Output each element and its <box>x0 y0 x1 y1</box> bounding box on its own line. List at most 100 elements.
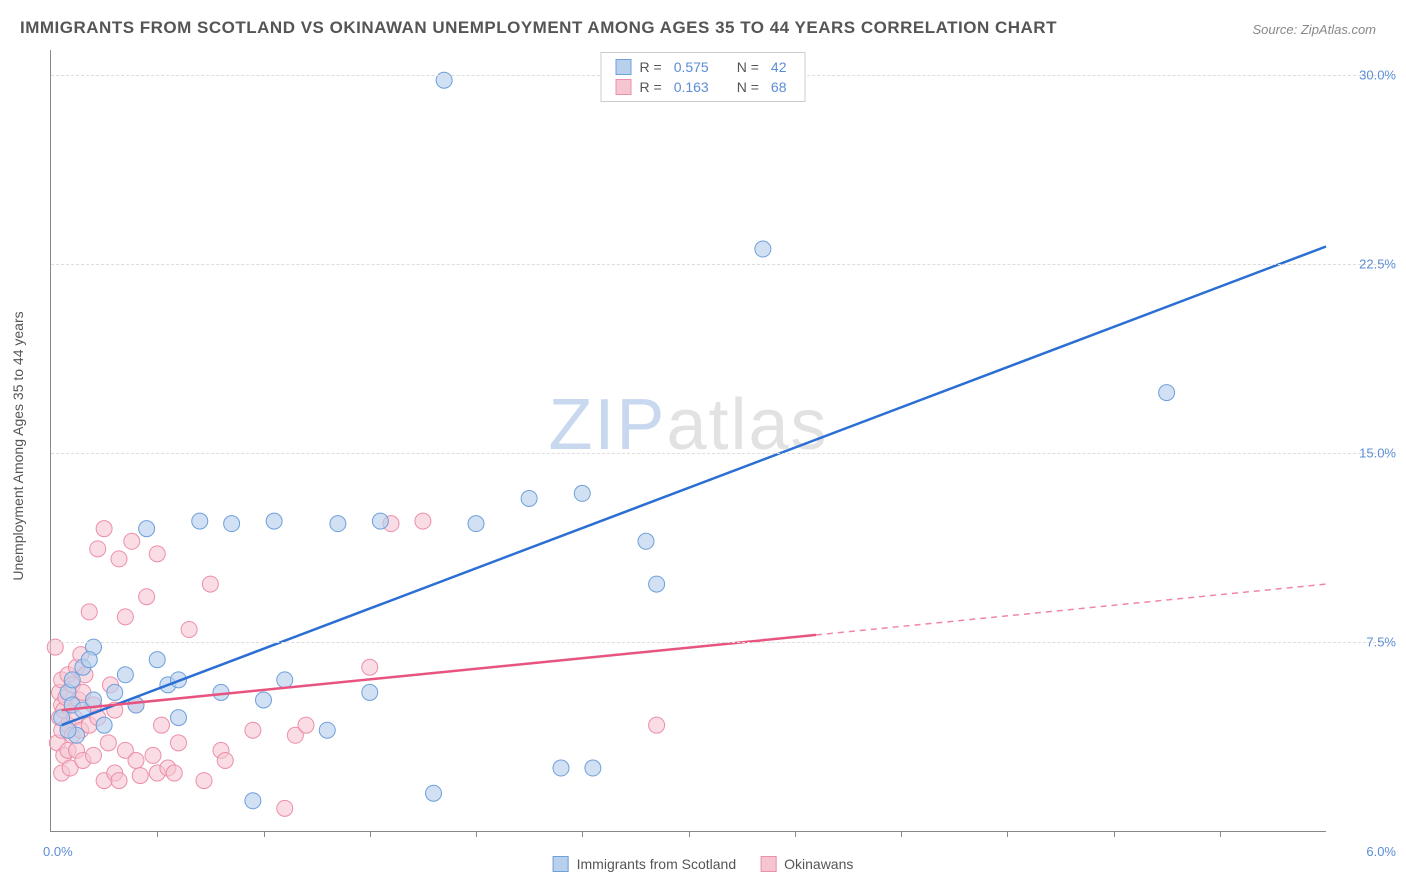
scatter-point <box>649 576 665 592</box>
scatter-point <box>362 684 378 700</box>
x-axis-min-label: 0.0% <box>43 844 73 859</box>
swatch-scotland <box>616 59 632 75</box>
scatter-point <box>638 533 654 549</box>
x-tick <box>157 831 158 837</box>
y-tick-label: 7.5% <box>1336 635 1396 650</box>
scatter-point <box>81 604 97 620</box>
scatter-point <box>574 485 590 501</box>
scatter-point <box>181 621 197 637</box>
legend-label-okinawans: Okinawans <box>784 856 853 872</box>
scatter-point <box>319 722 335 738</box>
scatter-point <box>1159 385 1175 401</box>
grid-line <box>51 453 1386 454</box>
legend-n-label: N = <box>737 59 759 75</box>
scatter-point <box>139 589 155 605</box>
legend-stats-row-scotland: R = 0.575 N = 42 <box>616 57 791 77</box>
scatter-point <box>128 752 144 768</box>
scatter-point <box>196 773 212 789</box>
scatter-point <box>362 659 378 675</box>
plot-svg <box>51 50 1326 831</box>
legend-swatch-scotland <box>553 856 569 872</box>
x-tick <box>901 831 902 837</box>
chart-source: Source: ZipAtlas.com <box>1252 22 1376 37</box>
y-axis-title: Unemployment Among Ages 35 to 44 years <box>10 311 26 580</box>
legend-r-val-okinawans: 0.163 <box>674 79 709 95</box>
x-tick <box>370 831 371 837</box>
scatter-point <box>111 773 127 789</box>
grid-line <box>51 642 1386 643</box>
scatter-point <box>145 747 161 763</box>
scatter-point <box>96 717 112 733</box>
scatter-point <box>521 490 537 506</box>
legend-n-val-okinawans: 68 <box>771 79 787 95</box>
scatter-point <box>202 576 218 592</box>
scatter-point <box>132 768 148 784</box>
scatter-point <box>111 551 127 567</box>
y-tick-label: 30.0% <box>1336 68 1396 83</box>
scatter-point <box>139 521 155 537</box>
scatter-point <box>96 521 112 537</box>
scatter-point <box>124 533 140 549</box>
scatter-point <box>553 760 569 776</box>
plot-area: ZIPatlas 0.0% 6.0% 7.5%15.0%22.5%30.0% <box>50 50 1326 832</box>
legend-swatch-okinawans <box>760 856 776 872</box>
scatter-point <box>117 667 133 683</box>
legend-series: Immigrants from Scotland Okinawans <box>553 856 854 872</box>
x-axis-max-label: 6.0% <box>1366 844 1396 859</box>
scatter-point <box>426 785 442 801</box>
x-tick <box>1007 831 1008 837</box>
scatter-point <box>298 717 314 733</box>
scatter-point <box>277 672 293 688</box>
scatter-point <box>415 513 431 529</box>
legend-r-label: R = <box>640 59 662 75</box>
x-tick <box>1114 831 1115 837</box>
legend-r-val-scotland: 0.575 <box>674 59 709 75</box>
scatter-point <box>256 692 272 708</box>
scatter-point <box>171 710 187 726</box>
legend-r-label-2: R = <box>640 79 662 95</box>
scatter-point <box>90 541 106 557</box>
scatter-point <box>149 652 165 668</box>
scatter-point <box>277 800 293 816</box>
scatter-point <box>585 760 601 776</box>
scatter-point <box>166 765 182 781</box>
scatter-point <box>330 516 346 532</box>
scatter-point <box>149 546 165 562</box>
scatter-point <box>755 241 771 257</box>
scatter-point <box>468 516 484 532</box>
legend-stats-row-okinawans: R = 0.163 N = 68 <box>616 77 791 97</box>
scatter-point <box>107 684 123 700</box>
swatch-okinawans <box>616 79 632 95</box>
scatter-point <box>245 793 261 809</box>
x-tick <box>795 831 796 837</box>
x-tick <box>582 831 583 837</box>
scatter-point <box>192 513 208 529</box>
legend-n-label-2: N = <box>737 79 759 95</box>
legend-item-okinawans: Okinawans <box>760 856 853 872</box>
x-tick <box>1220 831 1221 837</box>
scatter-point <box>86 747 102 763</box>
trend-line <box>62 247 1326 726</box>
y-tick-label: 22.5% <box>1336 257 1396 272</box>
scatter-point <box>245 722 261 738</box>
scatter-point <box>266 513 282 529</box>
scatter-point <box>100 735 116 751</box>
scatter-point <box>224 516 240 532</box>
chart-title: IMMIGRANTS FROM SCOTLAND VS OKINAWAN UNE… <box>20 18 1057 38</box>
scatter-point <box>372 513 388 529</box>
x-tick <box>689 831 690 837</box>
y-tick-label: 15.0% <box>1336 446 1396 461</box>
legend-stats: R = 0.575 N = 42 R = 0.163 N = 68 <box>601 52 806 102</box>
legend-label-scotland: Immigrants from Scotland <box>577 856 737 872</box>
grid-line <box>51 264 1386 265</box>
scatter-point <box>171 735 187 751</box>
scatter-point <box>217 752 233 768</box>
scatter-point <box>64 672 80 688</box>
legend-n-val-scotland: 42 <box>771 59 787 75</box>
correlation-chart: IMMIGRANTS FROM SCOTLAND VS OKINAWAN UNE… <box>0 0 1406 892</box>
scatter-point <box>81 652 97 668</box>
trend-line-dashed <box>816 584 1326 635</box>
x-tick <box>476 831 477 837</box>
scatter-point <box>117 609 133 625</box>
legend-item-scotland: Immigrants from Scotland <box>553 856 737 872</box>
